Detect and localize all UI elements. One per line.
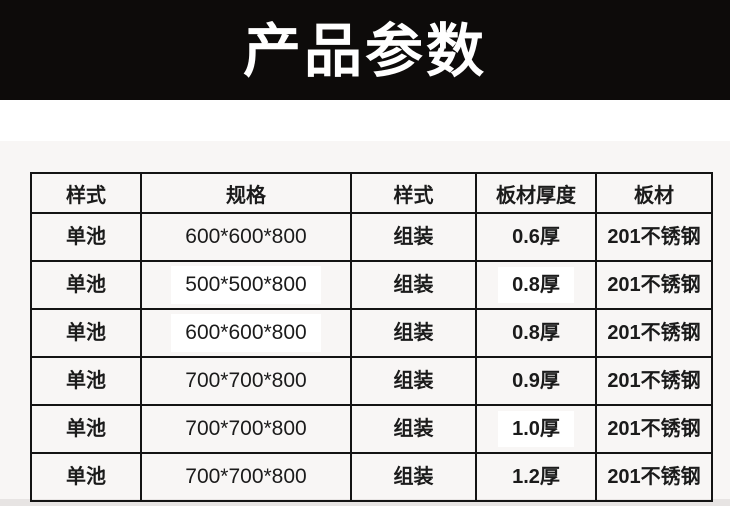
cell-text: 组装 xyxy=(393,370,434,392)
cell-text: 600*600*800 xyxy=(171,314,321,352)
cell-text: 0.8厚 xyxy=(512,322,560,344)
table-cell: 500*500*800 xyxy=(140,260,352,310)
cell-text: 组装 xyxy=(393,274,434,296)
title-banner: 产品参数 xyxy=(0,0,730,100)
column-header: 板材厚度 xyxy=(475,172,597,214)
cell-text: 700*700*800 xyxy=(185,465,307,489)
cell-text: 0.9厚 xyxy=(512,370,560,392)
cell-text: 600*600*800 xyxy=(185,225,307,249)
cell-text: 单池 xyxy=(66,418,106,440)
table-cell: 单池 xyxy=(30,452,142,502)
column-header: 样式 xyxy=(350,172,477,214)
cell-text: 1.2厚 xyxy=(512,466,560,488)
table-cell: 0.9厚 xyxy=(475,356,597,406)
table-cell: 201不锈钢 xyxy=(595,356,713,406)
cell-text: 201不锈钢 xyxy=(607,466,701,488)
table-row: 单池 600*600*800 组装 0.6厚 201不锈钢 xyxy=(30,212,713,262)
cell-text: 单池 xyxy=(66,466,106,488)
cell-text: 单池 xyxy=(66,322,106,344)
cell-text: 组装 xyxy=(393,466,434,488)
table-cell: 700*700*800 xyxy=(140,356,352,406)
cell-text: 0.8厚 xyxy=(498,267,574,303)
table-cell: 单池 xyxy=(30,356,142,406)
table-cell: 单池 xyxy=(30,212,142,262)
table-cell: 1.0厚 xyxy=(475,404,597,454)
column-header: 板材 xyxy=(595,172,713,214)
cell-text: 0.6厚 xyxy=(512,226,560,248)
table-cell: 700*700*800 xyxy=(140,404,352,454)
table-row: 单池 500*500*800 组装 0.8厚 201不锈钢 xyxy=(30,260,713,310)
cell-text: 500*500*800 xyxy=(171,266,321,304)
table-cell: 600*600*800 xyxy=(140,212,352,262)
table-row: 单池 700*700*800 组装 1.2厚 201不锈钢 xyxy=(30,452,713,502)
cell-text: 组装 xyxy=(393,418,434,440)
table-cell: 600*600*800 xyxy=(140,308,352,358)
table-cell: 组装 xyxy=(350,308,477,358)
cell-text: 组装 xyxy=(393,322,434,344)
column-header: 规格 xyxy=(140,172,352,214)
table-cell: 201不锈钢 xyxy=(595,260,713,310)
table-cell: 201不锈钢 xyxy=(595,452,713,502)
table-row: 单池 700*700*800 组装 1.0厚 201不锈钢 xyxy=(30,404,713,454)
cell-text: 单池 xyxy=(66,274,106,296)
spec-table-header-row: 样式 规格 样式 板材厚度 板材 xyxy=(30,172,713,214)
table-row: 单池 700*700*800 组装 0.9厚 201不锈钢 xyxy=(30,356,713,406)
cell-text: 201不锈钢 xyxy=(607,370,701,392)
page-title: 产品参数 xyxy=(242,19,487,84)
footer-strip xyxy=(0,499,730,506)
cell-text: 201不锈钢 xyxy=(607,274,701,296)
table-cell: 组装 xyxy=(350,260,477,310)
cell-text: 201不锈钢 xyxy=(607,226,701,248)
table-cell: 0.6厚 xyxy=(475,212,597,262)
table-cell: 0.8厚 xyxy=(475,308,597,358)
spec-table: 样式 规格 样式 板材厚度 板材 单池 600*600*800 组装 0.6厚 201不锈钢 单池… xyxy=(30,172,713,502)
table-cell: 201不锈钢 xyxy=(595,308,713,358)
table-cell: 单池 xyxy=(30,308,142,358)
column-header: 样式 xyxy=(30,172,142,214)
table-cell: 201不锈钢 xyxy=(595,212,713,262)
table-cell: 单池 xyxy=(30,404,142,454)
cell-text: 单池 xyxy=(66,370,106,392)
table-cell: 201不锈钢 xyxy=(595,404,713,454)
table-cell: 组装 xyxy=(350,452,477,502)
cell-text: 单池 xyxy=(66,226,106,248)
table-row: 单池 600*600*800 组装 0.8厚 201不锈钢 xyxy=(30,308,713,358)
table-cell: 组装 xyxy=(350,212,477,262)
table-cell: 组装 xyxy=(350,404,477,454)
table-cell: 0.8厚 xyxy=(475,260,597,310)
table-cell: 组装 xyxy=(350,356,477,406)
cell-text: 700*700*800 xyxy=(185,417,307,441)
cell-text: 201不锈钢 xyxy=(607,322,701,344)
table-cell: 1.2厚 xyxy=(475,452,597,502)
cell-text: 组装 xyxy=(393,226,434,248)
cell-text: 201不锈钢 xyxy=(607,418,701,440)
table-cell: 单池 xyxy=(30,260,142,310)
cell-text: 700*700*800 xyxy=(185,369,307,393)
spec-table-body: 单池 600*600*800 组装 0.6厚 201不锈钢 单池 500*500*800 组装… xyxy=(30,212,713,502)
table-cell: 700*700*800 xyxy=(140,452,352,502)
cell-text: 1.0厚 xyxy=(498,411,574,447)
